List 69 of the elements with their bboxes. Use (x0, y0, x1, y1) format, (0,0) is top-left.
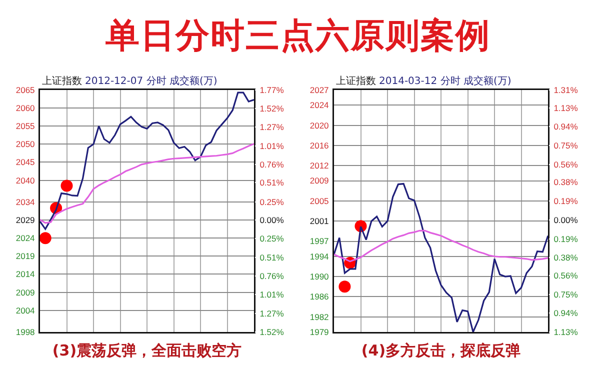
text: 上证指数 (336, 75, 376, 87)
y2-tick-label: 0.56% (554, 159, 578, 170)
y-tick-label: 1997 (310, 236, 330, 246)
y2-tick-label: 0.25% (260, 234, 284, 244)
y-tick-label: 2024 (310, 100, 330, 110)
y-tick-label: 1982 (310, 312, 330, 322)
line-series (334, 182, 548, 332)
y-tick-label: 2060 (16, 103, 36, 114)
y-tick-label: 2016 (310, 140, 330, 150)
y-tick-label: 1986 (310, 292, 330, 302)
y-tick-label: 2020 (310, 120, 330, 130)
y2-tick-label: 1.52% (260, 326, 284, 337)
text: 2012-12-07 分时 成交额(万) (85, 75, 218, 87)
y-tick-label: 2004 (16, 305, 36, 316)
y2-tick-label: 0.94% (554, 122, 578, 132)
y2-tick-label: 0.56% (554, 270, 578, 280)
y2-tick-label: 0.00% (260, 215, 284, 226)
chart-title: 单日分时三点六原则案例 (104, 15, 492, 58)
y-tick-label: 2045 (16, 157, 36, 168)
line-series (40, 92, 254, 230)
y2-tick-label: 0.38% (554, 252, 578, 263)
x-axis-title: (3)震荡反弹，全面击败空方 (52, 341, 242, 360)
point (39, 232, 52, 244)
y2-tick-label: 0.94% (554, 308, 578, 318)
y2-tick-label: 1.52% (260, 103, 284, 114)
y-tick-label: 2040 (16, 175, 36, 186)
y-tick-label: 2029 (16, 215, 36, 226)
y-tick-label: 1990 (310, 272, 330, 282)
y-tick-label: 2055 (16, 121, 36, 132)
y-tick-label: 2012 (310, 160, 330, 171)
y-tick-label: 2005 (310, 196, 330, 206)
y2-tick-label: 0.19% (554, 196, 578, 206)
y2-tick-label: 0.25% (260, 196, 284, 207)
y2-tick-label: 1.13% (554, 326, 578, 337)
y2-tick-label: 1.27% (260, 122, 284, 132)
y-tick-label: 2014 (16, 269, 36, 280)
y2-tick-label: 1.01% (260, 289, 284, 300)
y2-tick-label: 1.13% (554, 102, 578, 113)
y-tick-label: 2027 (310, 84, 330, 95)
y2-tick-label: 0.51% (260, 252, 284, 263)
y2-tick-label: 1.27% (260, 308, 284, 319)
y-tick-label: 2024 (16, 233, 36, 244)
text: 上证指数 (42, 75, 82, 87)
y-tick-label: 2009 (16, 287, 36, 298)
point (60, 180, 73, 192)
y-tick-label: 2034 (16, 196, 36, 207)
y-tick-label: 2019 (16, 251, 36, 262)
y2-tick-label: 0.19% (554, 234, 578, 244)
y2-tick-label: 0.76% (260, 159, 284, 170)
x-axis-title: (4)多方反击，探底反弹 (361, 341, 521, 360)
y-tick-label: 2050 (16, 139, 36, 150)
y2-tick-label: 0.38% (554, 177, 578, 188)
y-tick-label: 2009 (310, 176, 330, 186)
y-tick-label: 1994 (310, 251, 330, 262)
y-tick-label: 2065 (16, 84, 36, 95)
y2-tick-label: 0.75% (554, 289, 578, 300)
y-tick-label: 2001 (310, 216, 330, 226)
y2-tick-label: 1.77% (260, 84, 284, 95)
y-tick-label: 1998 (16, 326, 36, 337)
y2-tick-label: 0.51% (260, 178, 284, 188)
point (338, 280, 351, 293)
text: 2014-03-12 分时 成交额(万) (379, 75, 512, 87)
y2-tick-label: 0.75% (554, 140, 578, 151)
y2-tick-label: 1.01% (260, 140, 284, 151)
y-tick-label: 1979 (310, 326, 330, 337)
line-series (40, 143, 254, 224)
y2-tick-label: 0.76% (260, 271, 284, 282)
y2-tick-label: 1.31% (554, 84, 578, 95)
y2-tick-label: 0.00% (554, 214, 578, 225)
